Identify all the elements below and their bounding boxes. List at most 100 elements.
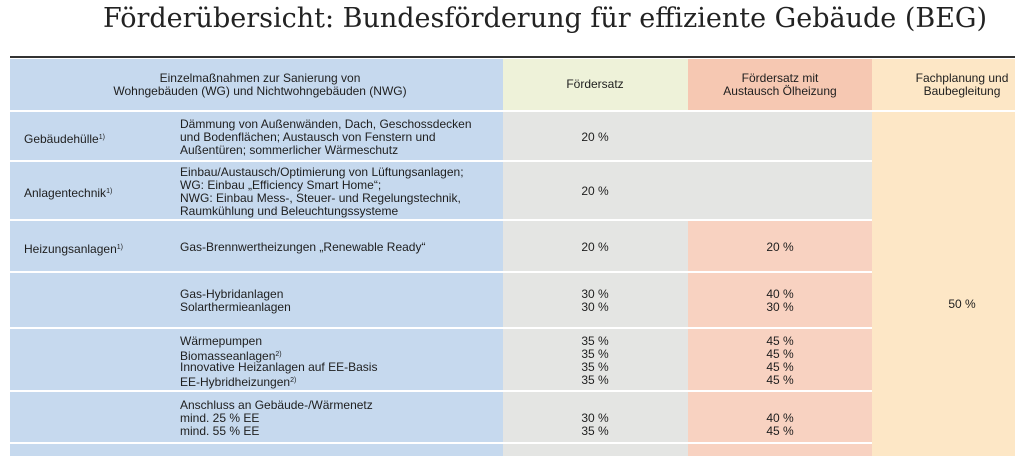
- footnote-mark: 2): [275, 350, 282, 358]
- rate-value: 45 %: [766, 346, 794, 361]
- table-cell: [503, 444, 688, 456]
- category-text: Gebäudehülle: [24, 131, 99, 146]
- rate-value: 20 %: [581, 129, 609, 144]
- description-line: Außentüren; sommerlicher Wärmeschutz: [180, 142, 399, 157]
- table-cell: [10, 444, 503, 456]
- description-line: Gas-Hybridanlagen: [180, 288, 283, 301]
- description-text: Anschluss an Gebäude-/Wärmenetz: [180, 397, 373, 412]
- rate-value: 35 %: [581, 359, 609, 374]
- table-cell: [10, 162, 503, 219]
- description-line: mind. 55 % EE: [180, 423, 260, 438]
- table-cell: [10, 273, 503, 327]
- description-line: Anschluss an Gebäude-/Wärmenetz: [180, 397, 373, 412]
- rate-value: 20 %: [581, 239, 609, 254]
- table-cell: [10, 392, 503, 442]
- rate-value: 35 %: [581, 346, 609, 361]
- rate-value: 40 %: [766, 287, 794, 301]
- footnote-mark: 2): [290, 376, 297, 384]
- header-cell: [503, 59, 688, 110]
- header-text: Wohngebäuden (WG) und Nichtwohngebäuden …: [113, 83, 407, 98]
- header-cell: [688, 59, 872, 110]
- table-cell: [503, 112, 688, 160]
- description-line: WG: Einbau „Efficiency Smart Home“;: [180, 178, 381, 192]
- description-line: Biomasseanlagen2): [180, 348, 282, 363]
- rate-value: 20 %: [581, 184, 609, 198]
- description-line: und Bodenflächen; Austausch von Fenstern…: [180, 129, 436, 144]
- description-text: NWG: Einbau Mess-, Steuer- und Regelungs…: [180, 190, 461, 205]
- description-text: und Bodenflächen; Austausch von Fenstern…: [180, 129, 436, 144]
- description-text: mind. 55 % EE: [180, 423, 260, 438]
- rate-value: 30 %: [581, 300, 609, 314]
- table-cell: [503, 273, 688, 327]
- description-line: mind. 25 % EE: [180, 410, 260, 425]
- rate-value: 45 %: [766, 333, 794, 348]
- planning-cell: [872, 112, 1015, 456]
- footnote-mark: 1): [98, 133, 105, 141]
- description-line: Innovative Heizanlagen auf EE-Basis: [180, 359, 378, 374]
- description-text: Solarthermieanlagen: [180, 300, 291, 314]
- table-cell: [10, 112, 503, 160]
- rate-value: 45 %: [766, 423, 794, 438]
- description-text: Gas-Hybridanlagen: [180, 287, 284, 301]
- description-line: Raumkühlung und Beleuchtungssysteme: [180, 203, 399, 218]
- header-cell: [872, 59, 1015, 110]
- description-line: NWG: Einbau Mess-, Steuer- und Regelungs…: [180, 190, 461, 205]
- rate-value: 35 %: [581, 423, 609, 438]
- rate-value: 30 %: [581, 287, 609, 301]
- header-text: Fördersatz mit: [741, 70, 819, 85]
- category-text: Heizungsanlagen: [24, 241, 117, 256]
- footnote-mark: 1): [106, 188, 113, 195]
- header-text: Austausch Ölheizung: [723, 83, 837, 98]
- table-cell: [10, 329, 503, 390]
- description-line: EE-Hybridheizungen2): [180, 374, 296, 389]
- description-text: Biomasseanlagen: [180, 348, 276, 363]
- rate-value: 30 %: [766, 300, 794, 314]
- rate-value: 35 %: [581, 372, 609, 387]
- rate-value: 20 %: [766, 239, 794, 254]
- top-rule: [10, 56, 1015, 58]
- rate-value: 40 %: [766, 410, 794, 425]
- description-text: EE-Hybridheizungen: [180, 374, 291, 389]
- table-cell: [688, 329, 872, 390]
- description-line: Einbau/Austausch/Optimierung von Lüftung…: [180, 164, 464, 179]
- header-text: Einzelmaßnahmen zur Sanierung von: [159, 70, 361, 85]
- rate-value: 45 %: [766, 359, 794, 374]
- description-text: Dämmung von Außenwänden, Dach, Geschossd…: [180, 116, 472, 131]
- table-cell: [688, 162, 872, 219]
- header-text: Fördersatz: [566, 77, 624, 91]
- category: Heizungsanlagen1): [24, 241, 123, 256]
- table-cell: [503, 392, 688, 442]
- table-cell: [503, 162, 688, 219]
- header-text: Baubegleitung: [923, 83, 1001, 98]
- page-title: Förderübersicht: Bundesförderung für eff…: [102, 3, 988, 34]
- description-text: Innovative Heizanlagen auf EE-Basis: [180, 359, 378, 374]
- description-line: Dämmung von Außenwänden, Dach, Geschossd…: [180, 116, 472, 131]
- description-line: Solarthermieanlagen: [180, 301, 291, 314]
- category: Gebäudehülle1): [24, 131, 105, 146]
- description-line: Wärmepumpen: [180, 333, 263, 348]
- table-cell: [688, 221, 872, 271]
- table-cell: [688, 112, 872, 160]
- description-text: Wärmepumpen: [180, 333, 263, 348]
- description-line: Gas-Brennwertheizungen „Renewable Ready“: [180, 239, 426, 254]
- header-cell: [10, 59, 503, 110]
- table-cell: [10, 221, 503, 271]
- description-text: Einbau/Austausch/Optimierung von Lüftung…: [180, 164, 464, 179]
- table-cell: [688, 444, 872, 456]
- description-text: Außentüren; sommerlicher Wärmeschutz: [180, 142, 399, 157]
- table-cell: [503, 329, 688, 390]
- description-text: mind. 25 % EE: [180, 410, 260, 425]
- description-text: Raumkühlung und Beleuchtungssysteme: [180, 203, 399, 218]
- rate-value: 30 %: [581, 410, 609, 425]
- category: Anlagentechnik1): [24, 185, 112, 200]
- header-text: Fachplanung und: [915, 70, 1009, 85]
- rate-value: 35 %: [581, 333, 609, 348]
- table-cell: [688, 392, 872, 442]
- category-text: Anlagentechnik: [24, 186, 107, 200]
- table-cell: [688, 273, 872, 327]
- description-text: Gas-Brennwertheizungen „Renewable Ready“: [180, 239, 426, 254]
- footnote-mark: 1): [116, 243, 123, 251]
- rate-value: 45 %: [766, 372, 794, 387]
- table-cell: [503, 221, 688, 271]
